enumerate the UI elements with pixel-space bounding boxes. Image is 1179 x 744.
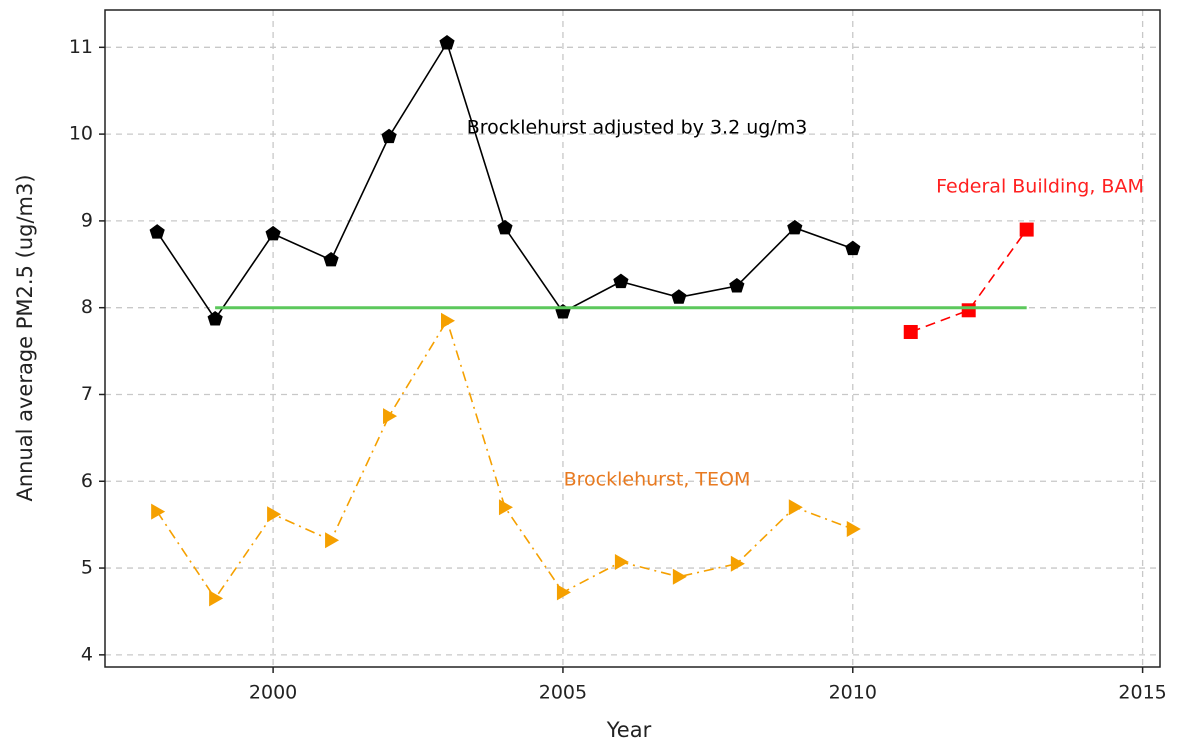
y-tick-label: 11 — [69, 36, 93, 58]
y-tick-label: 7 — [81, 383, 93, 405]
point — [613, 273, 629, 289]
y-tick-label: 8 — [81, 296, 93, 318]
y-tick-label: 6 — [81, 470, 93, 492]
point — [439, 34, 455, 50]
point — [1019, 222, 1034, 237]
point — [729, 277, 745, 293]
point — [498, 499, 513, 516]
point — [961, 303, 976, 318]
y-tick-label: 10 — [69, 123, 93, 145]
point — [209, 590, 224, 607]
x-axis-label: Year — [606, 718, 652, 742]
x-tick-label: 2005 — [539, 682, 587, 704]
series-line — [156, 318, 854, 600]
y-tick-label: 4 — [81, 643, 93, 665]
y-tick-label: 5 — [81, 557, 93, 579]
point — [497, 219, 513, 235]
series-line — [156, 41, 854, 321]
point — [267, 506, 282, 523]
point — [151, 503, 166, 520]
point — [845, 240, 861, 256]
x-tick-label: 2015 — [1118, 682, 1166, 704]
point — [614, 553, 629, 570]
x-tick-label: 2000 — [249, 682, 297, 704]
point — [903, 324, 918, 339]
point — [381, 128, 397, 144]
point — [730, 555, 745, 572]
point — [383, 408, 398, 425]
series-line — [910, 229, 1028, 333]
point — [556, 584, 571, 601]
plot-frame — [104, 9, 1161, 668]
point — [441, 312, 456, 329]
y-tick-label: 9 — [81, 209, 93, 231]
point — [265, 225, 281, 241]
point — [149, 224, 165, 239]
point — [787, 219, 803, 235]
point — [672, 568, 687, 585]
annotation: Brocklehurst, TEOM — [564, 469, 751, 491]
annotation: Brocklehurst adjusted by 3.2 ug/m3 — [467, 117, 808, 139]
point — [846, 521, 861, 538]
point — [788, 499, 803, 516]
y-axis-label: Annual average PM2.5 (ug/m3) — [13, 174, 37, 501]
x-tick-label: 2010 — [829, 682, 877, 704]
point — [325, 532, 340, 549]
point — [207, 310, 223, 326]
point — [323, 251, 339, 267]
point — [671, 289, 687, 304]
annotation: Federal Building, BAM — [936, 176, 1144, 198]
